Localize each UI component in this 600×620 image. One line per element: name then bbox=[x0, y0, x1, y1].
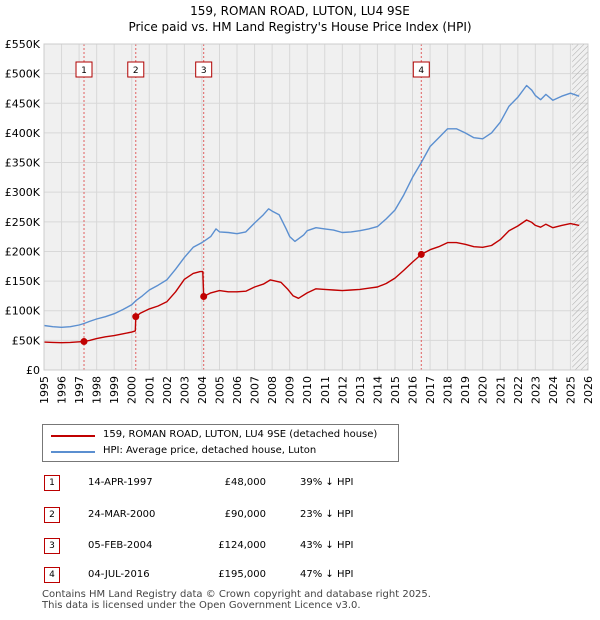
transaction-price: £90,000 bbox=[224, 509, 266, 520]
y-tick-label: £150K bbox=[5, 275, 41, 288]
y-tick-label: £250K bbox=[5, 216, 41, 229]
x-tick-label: 2005 bbox=[213, 376, 226, 404]
y-tick-label: £350K bbox=[5, 157, 41, 170]
y-tick-label: £300K bbox=[5, 186, 41, 199]
x-tick-label: 2001 bbox=[143, 376, 156, 404]
sale-label: 1 bbox=[81, 66, 87, 76]
transaction-row: 2 24-MAR-2000 £90,000 23% ↓ HPI bbox=[0, 507, 600, 527]
x-tick-label: 2020 bbox=[477, 376, 490, 404]
footer-license: This data is licensed under the Open Gov… bbox=[42, 600, 361, 611]
transaction-date: 04-JUL-2016 bbox=[88, 569, 150, 580]
x-tick-label: 2022 bbox=[512, 376, 525, 404]
x-tick-label: 2009 bbox=[284, 376, 297, 404]
legend-swatch-property bbox=[51, 435, 95, 437]
x-tick-label: 2011 bbox=[319, 376, 332, 404]
transaction-row: 4 04-JUL-2016 £195,000 47% ↓ HPI bbox=[0, 567, 600, 587]
footer: Contains HM Land Registry data © Crown c… bbox=[42, 589, 431, 611]
property-price-line bbox=[43, 219, 580, 344]
plot-border bbox=[43, 43, 589, 371]
sale-point bbox=[80, 338, 88, 346]
sale-label: 3 bbox=[201, 66, 207, 76]
x-tick-label: 2021 bbox=[494, 376, 507, 404]
x-tick-label: 2006 bbox=[231, 376, 244, 404]
x-tick-label: 2003 bbox=[178, 376, 191, 404]
x-tick-label: 2010 bbox=[301, 376, 314, 404]
x-tick-label: 1996 bbox=[56, 376, 69, 404]
y-tick-label: £500K bbox=[5, 68, 41, 81]
x-tick-label: 1998 bbox=[91, 376, 104, 404]
x-tick-label: 2025 bbox=[564, 376, 577, 404]
hpi-line bbox=[43, 84, 580, 328]
y-tick-label: £550K bbox=[5, 38, 41, 51]
x-tick-label: 2017 bbox=[424, 376, 437, 404]
x-tick-label: 2012 bbox=[336, 376, 349, 404]
sale-label-box bbox=[195, 61, 213, 78]
x-tick-label: 1995 bbox=[38, 376, 51, 404]
transaction-row: 1 14-APR-1997 £48,000 39% ↓ HPI bbox=[0, 475, 600, 495]
transaction-price: £124,000 bbox=[218, 540, 266, 551]
y-tick-label: £0 bbox=[26, 364, 40, 377]
transaction-price: £195,000 bbox=[218, 569, 266, 580]
x-tick-label: 2000 bbox=[126, 376, 139, 404]
sale-point bbox=[200, 293, 208, 301]
legend-label-hpi: HPI: Average price, detached house, Luto… bbox=[103, 445, 317, 456]
sale-label: 4 bbox=[418, 66, 424, 76]
legend-label-property: 159, ROMAN ROAD, LUTON, LU4 9SE (detache… bbox=[103, 429, 378, 440]
price-chart: 1 2 3 4 £0 £50K £100K £150K £200K £250K £300K £350… bbox=[5, 38, 595, 404]
y-tick-label: £50K bbox=[12, 334, 41, 347]
transaction-date: 14-APR-1997 bbox=[88, 477, 153, 488]
legend: 159, ROMAN ROAD, LUTON, LU4 9SE (detache… bbox=[42, 424, 399, 462]
x-tick-label: 2013 bbox=[354, 376, 367, 404]
transaction-date: 05-FEB-2004 bbox=[88, 540, 153, 551]
sale-label: 2 bbox=[133, 66, 139, 76]
x-tick-label: 2026 bbox=[582, 376, 595, 404]
transaction-number: 3 bbox=[44, 538, 60, 554]
x-tick-label: 2023 bbox=[529, 376, 542, 404]
footer-copyright: Contains HM Land Registry data © Crown c… bbox=[42, 589, 431, 600]
y-tick-label: £450K bbox=[5, 97, 41, 110]
chart-subtitle: Price paid vs. HM Land Registry's House … bbox=[128, 20, 472, 34]
x-tick-label: 2014 bbox=[371, 376, 384, 404]
transaction-price: £48,000 bbox=[224, 477, 266, 488]
transaction-row: 3 05-FEB-2004 £124,000 43% ↓ HPI bbox=[0, 538, 600, 558]
x-tick-label: 2007 bbox=[249, 376, 262, 404]
x-tick-label: 2015 bbox=[389, 376, 402, 404]
x-tick-label: 2024 bbox=[547, 376, 560, 404]
x-tick-label: 2019 bbox=[459, 376, 472, 404]
y-tick-label: £100K bbox=[5, 305, 41, 318]
legend-swatch-hpi bbox=[51, 451, 95, 453]
transaction-number: 1 bbox=[44, 475, 60, 491]
y-tick-label: £200K bbox=[5, 245, 41, 258]
sale-point bbox=[132, 313, 140, 321]
transaction-hpi-diff: 39% ↓ HPI bbox=[300, 477, 354, 488]
y-tick-label: £400K bbox=[5, 127, 41, 140]
x-tick-label: 1997 bbox=[73, 376, 86, 404]
x-tick-label: 2004 bbox=[196, 376, 209, 404]
chart-title: 159, ROMAN ROAD, LUTON, LU4 9SE bbox=[190, 4, 410, 18]
sale-point bbox=[417, 250, 425, 258]
transaction-number: 2 bbox=[44, 507, 60, 523]
sale-label-box bbox=[75, 61, 93, 78]
transaction-number: 4 bbox=[44, 567, 60, 583]
sale-label-box bbox=[127, 61, 145, 78]
transaction-hpi-diff: 23% ↓ HPI bbox=[300, 509, 354, 520]
x-tick-label: 1999 bbox=[108, 376, 121, 404]
x-tick-label: 2018 bbox=[442, 376, 455, 404]
transaction-date: 24-MAR-2000 bbox=[88, 509, 156, 520]
transaction-hpi-diff: 47% ↓ HPI bbox=[300, 569, 354, 580]
plot-background bbox=[44, 44, 588, 370]
sale-label-box bbox=[412, 61, 430, 78]
forecast-hatch bbox=[572, 44, 588, 370]
x-tick-label: 2008 bbox=[266, 376, 279, 404]
transaction-hpi-diff: 43% ↓ HPI bbox=[300, 540, 354, 551]
x-tick-label: 2016 bbox=[407, 376, 420, 404]
x-tick-label: 2002 bbox=[161, 376, 174, 404]
